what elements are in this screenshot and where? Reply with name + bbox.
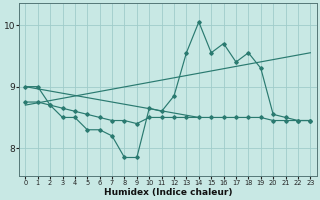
X-axis label: Humidex (Indice chaleur): Humidex (Indice chaleur) (104, 188, 232, 197)
